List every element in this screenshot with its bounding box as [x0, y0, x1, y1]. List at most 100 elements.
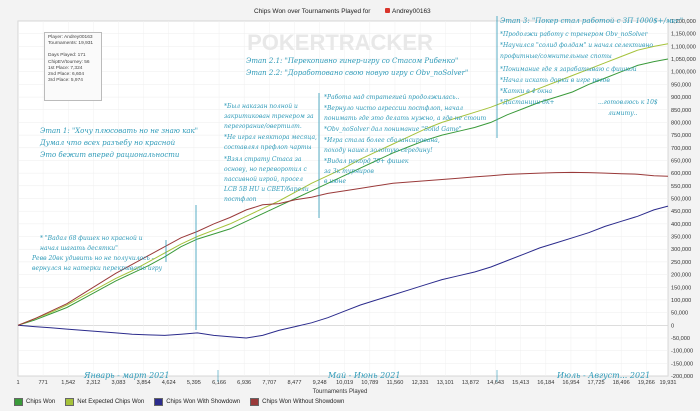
svg-text:основу, но переворотил с: основу, но переворотил с [224, 166, 307, 173]
annotation-col3b: *Видал рекорд 70+ фишек за 3к турниров в… [324, 158, 409, 185]
x-tick-label: 13,872 [462, 380, 479, 386]
x-axis-ticks: 1 771 1,542 2,312 3,083 3,854 4,624 5,395 6,166 6… [16, 380, 676, 386]
svg-text:*Дистанции 6к+: *Дистанции 6к+ [500, 99, 555, 106]
svg-text:*Вернуло чисто агрессии постфл: *Вернуло чисто агрессии постфлоп, начал [324, 105, 463, 112]
y-tick-label: -50,000 [671, 336, 690, 342]
x-tick-label: 3,083 [112, 380, 126, 386]
y-axis-ticks: -200,000 -150,000 -100,000 -50,000 0 50,000 10… [671, 19, 696, 380]
series-line-chips-won-without-showdown [17, 171, 669, 326]
x-tick-label: 14,643 [487, 380, 504, 386]
svg-text:*Видал рекорд 70+ фишек: *Видал рекорд 70+ фишек [324, 158, 409, 165]
stat-player: Player: Andrey00163 [48, 35, 93, 40]
y-tick-label: 900,000 [671, 95, 691, 101]
series-line-chips-won [17, 58, 669, 326]
legend-item-net-expected[interactable]: Net Expected Chips Won [65, 398, 144, 406]
series-line-net-expected-chips-won [17, 43, 669, 326]
svg-text:*Взял страту Стаса за: *Взял страту Стаса за [224, 156, 302, 163]
y-tick-label: 600,000 [671, 171, 691, 177]
watermark: POKERTRACKER [247, 30, 433, 55]
y-tick-label: 0 [671, 323, 674, 329]
svg-text:лимиту..: лимиту.. [608, 110, 638, 117]
y-tick-label: 50,000 [671, 311, 688, 317]
svg-text:постфлоп: постфлоп [224, 196, 257, 203]
chart-title: Chips Won over Tournaments Played for [254, 8, 371, 15]
svg-text:составлял префлоп чарты: составлял префлоп чарты [224, 144, 312, 151]
legend-swatch [250, 398, 260, 406]
y-tick-label: 150,000 [671, 285, 691, 291]
x-tick-label: 18,496 [613, 380, 630, 386]
svg-text:*Obv_noSolver дал понимание "S: *Obv_noSolver дал понимание "Solid Game" [324, 126, 462, 133]
stat-third: 3rd Place: 5,974 [48, 78, 83, 84]
annotation-col2: *Был наказан полной и закритикован трене… [223, 103, 317, 203]
svg-text:профитные/сомнительные споты: профитные/сомнительные споты [500, 53, 612, 60]
stats-box: Player: Andrey00163 Tournaments: 19,931 … [44, 32, 102, 101]
y-tick-label: -200,000 [671, 374, 693, 380]
legend-item-chips-won[interactable]: Chips Won [14, 398, 55, 406]
x-tick-label: 15,413 [512, 380, 529, 386]
y-tick-label: 850,000 [671, 108, 691, 114]
svg-text:пассивной игрой, просел: пассивной игрой, просел [224, 176, 303, 183]
annotation-col4: *Продолжи работу с тренером Obv_noSolver… [500, 31, 653, 106]
y-tick-label: 1,200,000 [671, 19, 696, 25]
series-line-chips-won-with-showdown [17, 205, 669, 339]
x-tick-label: 11,560 [387, 380, 404, 386]
y-tick-label: 1,100,000 [671, 44, 696, 50]
svg-text:*Не играл неяктора месяца,: *Не играл неяктора месяца, [224, 134, 317, 141]
y-tick-label: 550,000 [671, 184, 691, 190]
series-group [17, 43, 669, 339]
svg-text:*Понимание где я зарабатываю с: *Понимание где я зарабатываю с фишкой [500, 66, 637, 73]
legend-swatch [154, 398, 164, 406]
y-tick-label: 450,000 [671, 209, 691, 215]
svg-text:походу нашел золотую середину!: походу нашел золотую середину! [324, 147, 433, 154]
x-tick-label: 10,019 [336, 380, 353, 386]
period-label-2: Май - Июнь 2021 [327, 371, 400, 380]
annotation-stage21: Этап 2.1: "Перекопивно гинер-игру со Ста… [246, 57, 458, 65]
annotation-col3: *Работа над стратегией продолжилась.. *В… [324, 94, 487, 154]
y-tick-label: 750,000 [671, 133, 691, 139]
x-tick-label: 19,266 [638, 380, 655, 386]
svg-text:Ревв 20вк удивить но не получи: Ревв 20вк удивить но не получилось - [31, 255, 154, 262]
svg-text:*Продолжи работу с тренером Ob: *Продолжи работу с тренером Obv_noSolver [500, 31, 649, 38]
x-tick-label: 8,477 [287, 380, 301, 386]
svg-text:за 3к турниров: за 3к турниров [324, 168, 374, 175]
x-tick-label: 17,725 [587, 380, 604, 386]
x-axis-label: Tournaments Played [313, 389, 368, 395]
svg-text:*Был наказан полной и: *Был наказан полной и [224, 103, 298, 110]
annotation-stage1: Этап 1: "Хочу плюсовать но не знаю как" … [39, 127, 198, 159]
annotation-col4b: ...готовлюсь к 10$ лимиту.. [598, 99, 658, 117]
y-tick-label: 1,050,000 [671, 57, 696, 63]
period-label-3: Июль - Август... 2021 [556, 371, 650, 380]
stat-first: 1st Place: 7,324 [48, 65, 83, 71]
chart-legend: Chips Won Net Expected Chips Won Chips W… [14, 396, 344, 408]
x-tick-label: 3,854 [137, 380, 151, 386]
y-tick-label: 800,000 [671, 120, 691, 126]
svg-text:*Игра стала более сбалансирова: *Игра стала более сбалансирована, [324, 137, 440, 144]
svg-text:*Катки в 4 окна: *Катки в 4 окна [500, 88, 553, 95]
x-tick-label: 16,184 [537, 380, 554, 386]
x-tick-label: 771 [38, 380, 47, 386]
svg-text:* "Вадал 68 фишек но красной и: * "Вадал 68 фишек но красной и [40, 235, 143, 242]
x-tick-label: 5,395 [187, 380, 201, 386]
y-tick-label: 700,000 [671, 146, 691, 152]
legend-swatch [65, 398, 75, 406]
legend-item-without-showdown[interactable]: Chips Won Without Showdown [250, 398, 344, 406]
player-name: Andrey00163 [392, 8, 431, 15]
x-tick-label: 7,707 [262, 380, 276, 386]
x-tick-label: 13,101 [437, 380, 454, 386]
y-tick-label: 300,000 [671, 247, 691, 253]
svg-text:Этап 1: "Хочу плюсовать но не: Этап 1: "Хочу плюсовать но не знаю как" [40, 127, 198, 135]
legend-item-with-showdown[interactable]: Chips Won With Showdown [154, 398, 240, 406]
grid-lines [17, 20, 669, 377]
stat-chipev: ChipEV/tourney: 56 [48, 59, 90, 65]
svg-text:*Работа над стратегией продолж: *Работа над стратегией продолжилась.. [324, 94, 459, 101]
svg-text:перегорание/овертилт.: перегорание/овертилт. [224, 123, 302, 130]
y-tick-label: 250,000 [671, 260, 691, 266]
y-tick-label: 950,000 [671, 82, 691, 88]
svg-text:Думал что всех разъебу но крас: Думал что всех разъебу но красной [39, 139, 176, 147]
stat-tournaments: Tournaments: 19,931 [48, 41, 94, 47]
x-tick-label: 16,954 [562, 380, 579, 386]
y-tick-label: 100,000 [671, 298, 691, 304]
y-tick-label: 1,000,000 [671, 70, 696, 76]
